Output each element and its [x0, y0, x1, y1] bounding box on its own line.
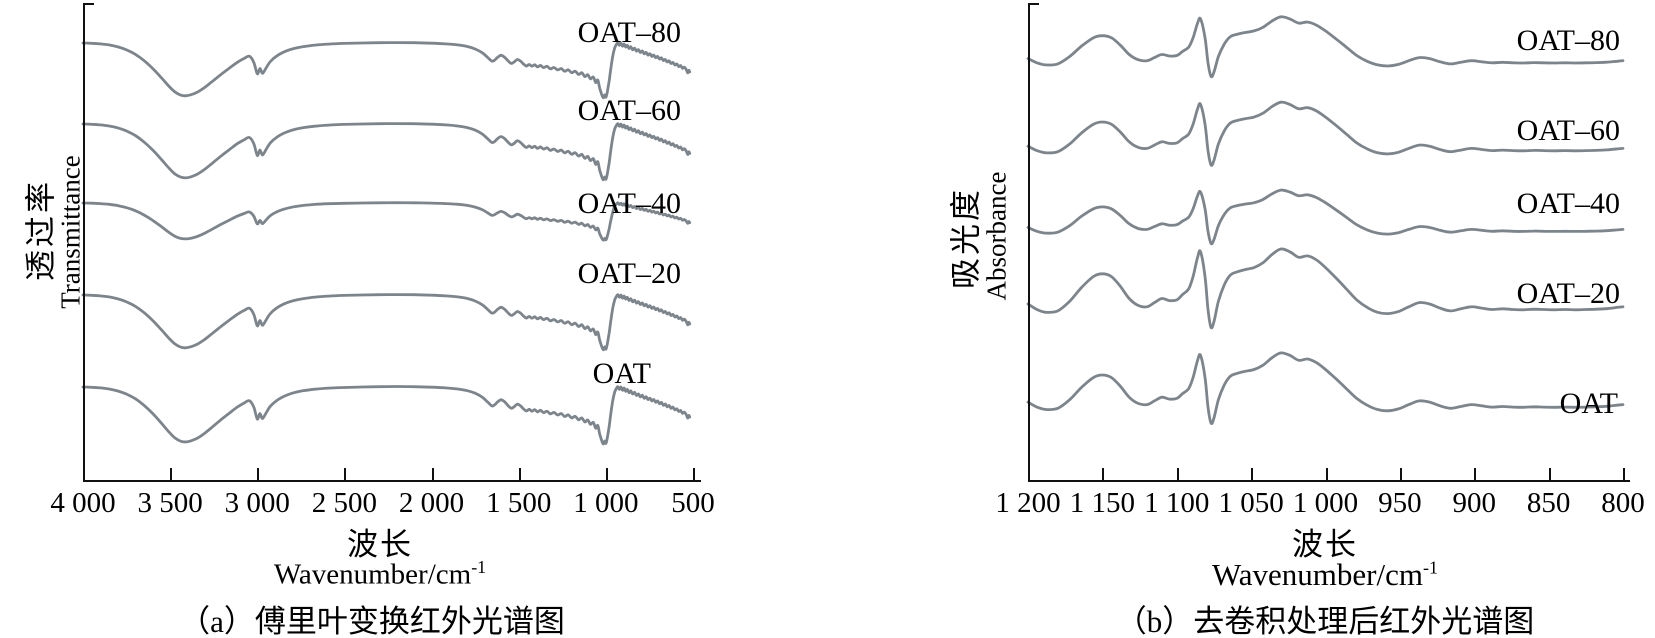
x-tick-mark [431, 468, 434, 480]
curve-label-oat-80: OAT–80 [577, 16, 681, 49]
x-tick-mark [1251, 468, 1254, 480]
curve-label-oat-20: OAT–20 [577, 257, 681, 290]
x-tick-label: 1 200 [995, 487, 1061, 519]
x-tick-label: 900 [1452, 487, 1497, 519]
x-tick-label: 500 [671, 487, 715, 519]
x-tick-mark [1102, 468, 1105, 480]
x-tick-mark [1474, 468, 1477, 480]
x-tick-label: 3 000 [224, 487, 290, 519]
x-tick-mark [170, 468, 173, 480]
curve-label-oat: OAT [1559, 387, 1618, 420]
caption-b: （b）去卷积处理后红外光谱图 [1115, 604, 1535, 638]
curve-label-oat-40: OAT–40 [577, 187, 681, 220]
x-tick-mark [1176, 468, 1179, 480]
x-tick-mark [344, 468, 347, 480]
x-tick-label: 800 [1601, 487, 1645, 519]
y-axis-label-cjk-b: 吸光度 [948, 187, 984, 289]
x-tick-label: 1 100 [1144, 487, 1210, 519]
x-tick-label: 2 500 [311, 487, 378, 519]
x-tick-label: 3 500 [137, 487, 203, 519]
y-axis-label-en-a: Transmittance [55, 155, 86, 309]
x-tick-label: 950 [1378, 487, 1422, 519]
curve-label-oat-80: OAT–80 [1516, 24, 1620, 57]
curve-label-oat-60: OAT–60 [1516, 114, 1620, 147]
curve-label-oat-60: OAT–60 [577, 94, 681, 127]
x-axis-unit-exponent-b: -1 [1422, 557, 1438, 578]
x-axis-label-en-b: Wavenumber/cm-1 [1212, 557, 1438, 593]
x-axis-label-cjk-a: 波长 [347, 527, 413, 562]
x-tick-mark [1548, 468, 1551, 480]
x-axis-unit-base-a: Wavenumber/cm [273, 558, 472, 591]
curve-label-oat-20: OAT–20 [1516, 277, 1620, 310]
y-axis-label-cjk-a: 透过率 [23, 179, 59, 281]
x-axis-label-cjk-b: 波长 [1292, 527, 1358, 562]
x-tick-label: 1 000 [1292, 487, 1359, 519]
curve-label-oat-40: OAT–40 [1516, 187, 1620, 220]
x-tick-label: 1 050 [1218, 487, 1284, 519]
plot-area-a [83, 3, 701, 482]
x-tick-label: 4 000 [50, 487, 116, 519]
caption-a: （a）傅里叶变换红外光谱图 [179, 604, 565, 638]
plot-area-b [1028, 3, 1630, 482]
x-tick-mark [518, 468, 521, 480]
x-tick-mark [605, 468, 608, 480]
x-tick-label: 2 000 [398, 487, 465, 519]
x-tick-label: 1 150 [1069, 487, 1135, 519]
x-tick-mark [257, 468, 260, 480]
x-axis-unit-base-b: Wavenumber/cm [1212, 557, 1423, 592]
x-tick-label: 1 000 [573, 487, 639, 519]
x-tick-mark [1623, 468, 1625, 480]
x-tick-label: 850 [1526, 487, 1571, 519]
curve-label-oat: OAT [592, 357, 651, 390]
x-tick-mark [1325, 468, 1328, 480]
x-tick-label: 1 500 [486, 487, 552, 519]
x-tick-mark [692, 468, 695, 480]
x-tick-mark [1399, 468, 1402, 480]
x-axis-label-en-a: Wavenumber/cm-1 [274, 557, 486, 592]
y-axis-label-en-b: Absorbance [981, 171, 1012, 301]
x-axis-unit-exponent-a: -1 [471, 557, 487, 577]
